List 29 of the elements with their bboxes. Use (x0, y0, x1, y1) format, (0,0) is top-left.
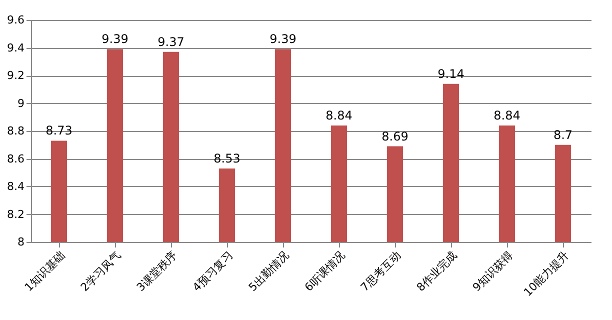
y-tick-label: 8.6 (7, 152, 24, 166)
x-tick-label: 8作业完成 (414, 248, 460, 294)
y-tick-label: 9.2 (7, 69, 24, 82)
x-tick-label: 6听课情况 (302, 248, 348, 294)
data-label: 8.69 (382, 129, 408, 144)
data-label: 9.37 (158, 34, 184, 49)
data-label: 8.53 (214, 151, 240, 166)
x-tick-label: 2学习风气 (78, 248, 124, 294)
x-tick-label: 10能力提升 (521, 248, 572, 299)
x-tick-label: 5出勤情况 (246, 248, 292, 294)
y-tick-label: 9 (18, 96, 24, 110)
x-tick-label: 3课堂秩序 (134, 248, 180, 294)
data-label: 9.39 (270, 32, 296, 46)
y-tick-label: 9.4 (7, 41, 24, 54)
y-tick-label: 8 (18, 236, 24, 248)
data-label: 8.84 (326, 108, 352, 122)
y-tick-label: 8.8 (7, 124, 24, 138)
data-label: 9.14 (438, 66, 464, 81)
y-tick-label: 8.4 (7, 180, 24, 193)
x-tick-label: 4预习复习 (190, 248, 236, 294)
x-tick-label: 1知识基础 (22, 248, 68, 294)
data-label: 8.73 (46, 124, 72, 138)
x-tick-label: 9知识获得 (470, 248, 516, 294)
data-label: 8.84 (494, 108, 520, 122)
y-tick-label: 9.6 (7, 14, 24, 26)
x-tick-label: 7思考互动 (358, 248, 404, 294)
y-tick-label: 8.2 (7, 208, 24, 221)
data-label: 9.39 (102, 32, 128, 46)
data-label: 8.7 (553, 128, 573, 142)
